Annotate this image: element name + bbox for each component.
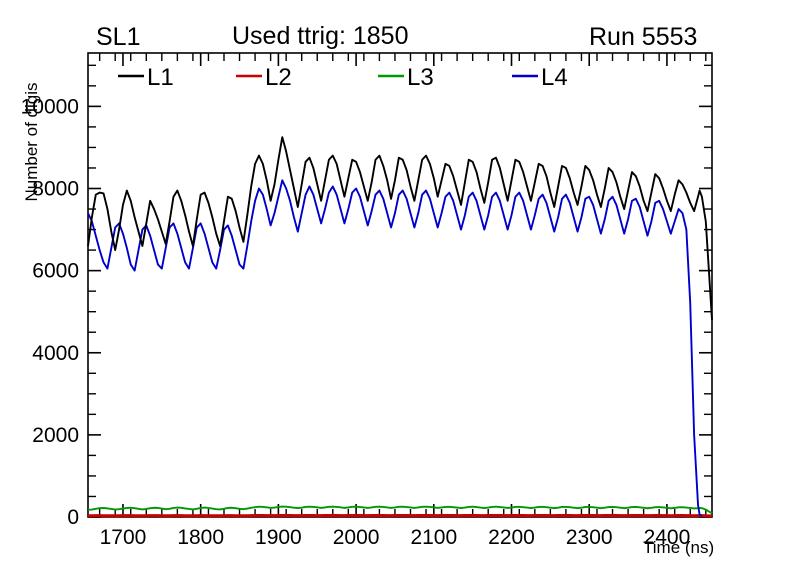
plot-frame (87, 52, 713, 518)
svg-text:2000: 2000 (333, 526, 380, 549)
series-l1 (87, 136, 713, 320)
superlayer-label: SL1 (96, 23, 141, 51)
svg-text:2200: 2200 (488, 526, 535, 549)
ttrig-label: Used ttrig: 1850 (232, 22, 409, 50)
run-label: Run 5553 (589, 23, 698, 51)
legend-label-l2: L2 (265, 64, 292, 91)
legend-label-l3: L3 (407, 64, 434, 91)
legend-label-l1: L1 (147, 64, 174, 91)
series-l3 (87, 505, 713, 515)
svg-text:0: 0 (67, 506, 79, 529)
svg-text:6000: 6000 (32, 260, 79, 283)
svg-text:8000: 8000 (32, 178, 79, 201)
svg-text:1700: 1700 (100, 526, 147, 549)
chart-legend: L1 L2 L3 L4 (118, 64, 568, 91)
x-axis-title: Time (ns) (643, 538, 715, 557)
y-axis-ticks: 0 2000 4000 6000 8000 10000 (21, 64, 712, 529)
series-l4 (87, 179, 703, 517)
legend-label-l4: L4 (541, 64, 568, 91)
svg-text:2100: 2100 (410, 526, 457, 549)
svg-text:2400: 2400 (644, 526, 691, 549)
data-series-group (87, 136, 713, 518)
svg-text:2300: 2300 (566, 526, 613, 549)
x-axis-ticks: 1700 1800 1900 2000 2100 2200 2300 2400 (98, 53, 707, 549)
svg-text:10000: 10000 (21, 95, 79, 118)
svg-text:1800: 1800 (177, 526, 224, 549)
svg-text:1900: 1900 (255, 526, 302, 549)
svg-text:4000: 4000 (32, 342, 79, 365)
svg-text:2000: 2000 (32, 424, 79, 447)
